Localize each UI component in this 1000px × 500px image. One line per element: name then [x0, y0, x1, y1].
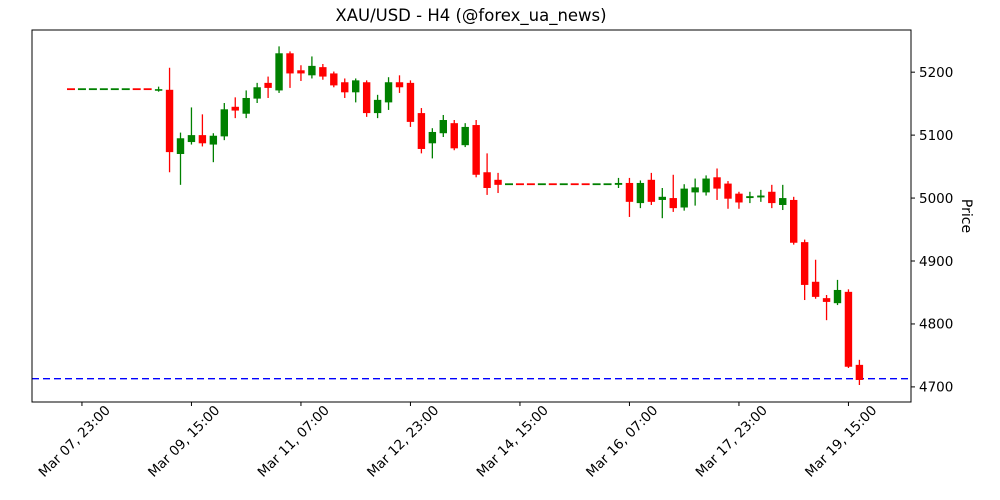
- candle-body: [231, 106, 239, 111]
- flat-candle: [132, 88, 141, 91]
- candle-body: [165, 89, 174, 153]
- candle-body: [811, 281, 820, 297]
- candle-body: [439, 120, 447, 134]
- candle-body: [757, 195, 765, 198]
- y-tick-label: 5100: [919, 128, 953, 144]
- candle-body: [746, 196, 754, 199]
- flat-candle: [77, 88, 86, 91]
- candle-body: [472, 125, 480, 175]
- x-tick-label: Mar 12, 23:00: [364, 403, 442, 481]
- x-tick-label: Mar 11, 07:00: [255, 403, 333, 481]
- candle-body: [264, 82, 272, 88]
- candle-body: [713, 177, 721, 189]
- x-tick-label: Mar 16, 07:00: [583, 403, 661, 481]
- candle-body: [768, 191, 776, 204]
- candle-body: [625, 182, 634, 202]
- candle-body: [735, 193, 743, 203]
- candle-body: [428, 131, 437, 144]
- candle-body: [275, 53, 283, 91]
- candle-body: [494, 179, 502, 185]
- candle-body: [614, 182, 623, 185]
- flat-candle: [515, 183, 524, 186]
- candle-body: [450, 123, 458, 149]
- axes-frame: [31, 29, 912, 403]
- candle-body: [790, 199, 798, 243]
- y-tick-label: 4700: [919, 380, 953, 396]
- flat-candle: [88, 88, 97, 91]
- candle-body: [855, 364, 864, 380]
- candle-body: [800, 242, 809, 285]
- candle-body: [209, 135, 218, 145]
- y-tick-label: 4800: [919, 317, 953, 333]
- flat-candle: [143, 88, 152, 91]
- flat-candle: [559, 183, 568, 186]
- candle-body: [187, 135, 196, 143]
- candle-body: [253, 87, 261, 99]
- candle-body: [669, 198, 677, 209]
- candle-body: [724, 183, 732, 199]
- flat-candle: [110, 88, 119, 91]
- candle-body: [352, 80, 360, 93]
- flat-candle: [548, 183, 557, 186]
- candle-body: [461, 126, 469, 146]
- candle-body: [373, 99, 382, 114]
- y-axis-label: Price: [958, 199, 974, 233]
- x-tick-label: Mar 07, 23:00: [36, 403, 114, 481]
- candle-body: [822, 298, 831, 302]
- candle-body: [220, 109, 228, 137]
- candle-body: [702, 178, 710, 193]
- candle-body: [362, 82, 371, 114]
- candle-body: [341, 82, 349, 93]
- candle-body: [308, 65, 316, 76]
- flat-candle: [581, 183, 590, 186]
- y-tick-label: 5200: [919, 65, 953, 81]
- chart-title: XAU/USD - H4 (@forex_ua_news): [335, 6, 606, 26]
- x-tick-label: Mar 17, 23:00: [693, 403, 771, 481]
- candle-body: [242, 97, 250, 114]
- flat-candle: [505, 183, 513, 186]
- flat-candle: [592, 183, 601, 186]
- y-tick-label: 5000: [919, 191, 953, 207]
- candle-body: [844, 291, 853, 367]
- candle-body: [779, 198, 787, 205]
- candle-body: [636, 182, 645, 204]
- candle-body: [647, 179, 656, 202]
- candle-body: [395, 82, 404, 88]
- candle-body: [680, 188, 688, 208]
- flat-candle: [603, 183, 612, 186]
- candle-body: [319, 67, 327, 77]
- candle-body: [483, 172, 491, 188]
- candle-body: [330, 73, 338, 86]
- candle-body: [154, 89, 163, 91]
- flat-candle: [121, 88, 130, 91]
- y-tick-label: 4900: [919, 254, 953, 270]
- flat-candle: [537, 183, 546, 186]
- flat-candle: [570, 183, 579, 186]
- candle-body: [198, 135, 207, 144]
- candle-body: [833, 289, 842, 304]
- candle-body: [406, 82, 415, 122]
- candle-body: [658, 196, 666, 200]
- candle-body: [297, 70, 305, 74]
- candle-body: [286, 53, 294, 74]
- candle-body: [176, 138, 185, 154]
- candle-body: [417, 113, 426, 149]
- x-tick-label: Mar 09, 15:00: [145, 403, 223, 481]
- plot-area: 4700 4800 4900 5000 5100 5200 Price Mar 07, 23:…: [31, 29, 974, 481]
- x-tick-label: Mar 14, 15:00: [474, 403, 552, 481]
- flat-candle: [99, 88, 108, 91]
- candle-body: [384, 82, 393, 103]
- flat-candle: [526, 183, 535, 186]
- candle-body: [691, 187, 699, 193]
- x-tick-label: Mar 19, 15:00: [802, 403, 880, 481]
- flat-candle: [67, 88, 75, 91]
